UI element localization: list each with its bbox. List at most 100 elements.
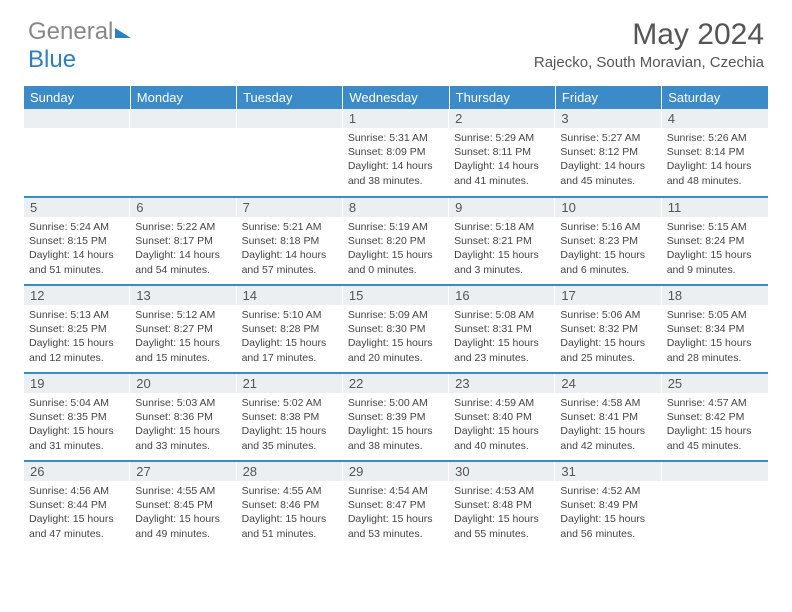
day-number: 27 xyxy=(130,462,236,481)
calendar-cell: 20Sunrise: 5:03 AMSunset: 8:36 PMDayligh… xyxy=(130,373,236,461)
day-number: 7 xyxy=(237,198,343,217)
logo-sail-icon xyxy=(115,28,131,38)
calendar-week: 26Sunrise: 4:56 AMSunset: 8:44 PMDayligh… xyxy=(24,461,768,549)
calendar-cell: 22Sunrise: 5:00 AMSunset: 8:39 PMDayligh… xyxy=(343,373,449,461)
logo-text-blue: Blue xyxy=(28,46,76,73)
day-data: Sunrise: 4:58 AMSunset: 8:41 PMDaylight:… xyxy=(555,393,661,457)
day-data: Sunrise: 4:52 AMSunset: 8:49 PMDaylight:… xyxy=(555,481,661,545)
day-data: Sunrise: 5:26 AMSunset: 8:14 PMDaylight:… xyxy=(662,128,768,192)
day-data: Sunrise: 5:27 AMSunset: 8:12 PMDaylight:… xyxy=(555,128,661,192)
day-number: 18 xyxy=(662,286,768,305)
calendar-week: 5Sunrise: 5:24 AMSunset: 8:15 PMDaylight… xyxy=(24,197,768,285)
calendar-cell: 10Sunrise: 5:16 AMSunset: 8:23 PMDayligh… xyxy=(555,197,661,285)
day-number xyxy=(130,109,236,128)
calendar-cell xyxy=(237,109,343,197)
calendar-cell: 6Sunrise: 5:22 AMSunset: 8:17 PMDaylight… xyxy=(130,197,236,285)
day-number: 30 xyxy=(449,462,555,481)
day-data: Sunrise: 5:04 AMSunset: 8:35 PMDaylight:… xyxy=(24,393,130,457)
day-number xyxy=(662,462,768,481)
calendar-cell: 12Sunrise: 5:13 AMSunset: 8:25 PMDayligh… xyxy=(24,285,130,373)
day-data: Sunrise: 5:12 AMSunset: 8:27 PMDaylight:… xyxy=(130,305,236,369)
day-header: Monday xyxy=(130,86,236,109)
location-text: Rajecko, South Moravian, Czechia xyxy=(534,54,764,71)
calendar-cell: 8Sunrise: 5:19 AMSunset: 8:20 PMDaylight… xyxy=(343,197,449,285)
month-title: May 2024 xyxy=(534,18,764,52)
day-number: 1 xyxy=(343,109,449,128)
day-number: 16 xyxy=(449,286,555,305)
day-data: Sunrise: 4:54 AMSunset: 8:47 PMDaylight:… xyxy=(343,481,449,545)
day-data xyxy=(130,128,236,135)
day-data: Sunrise: 5:16 AMSunset: 8:23 PMDaylight:… xyxy=(555,217,661,281)
day-data: Sunrise: 5:03 AMSunset: 8:36 PMDaylight:… xyxy=(130,393,236,457)
day-number: 21 xyxy=(237,374,343,393)
day-data: Sunrise: 5:05 AMSunset: 8:34 PMDaylight:… xyxy=(662,305,768,369)
day-number: 10 xyxy=(555,198,661,217)
day-header: Wednesday xyxy=(343,86,449,109)
calendar-cell: 24Sunrise: 4:58 AMSunset: 8:41 PMDayligh… xyxy=(555,373,661,461)
calendar-cell: 29Sunrise: 4:54 AMSunset: 8:47 PMDayligh… xyxy=(343,461,449,549)
day-data: Sunrise: 4:59 AMSunset: 8:40 PMDaylight:… xyxy=(449,393,555,457)
page-header: GeneralBlue May 2024 Rajecko, South Mora… xyxy=(0,0,792,80)
title-block: May 2024 Rajecko, South Moravian, Czechi… xyxy=(534,18,764,71)
day-number: 26 xyxy=(24,462,130,481)
day-header-row: SundayMondayTuesdayWednesdayThursdayFrid… xyxy=(24,86,768,109)
calendar-cell xyxy=(662,461,768,549)
day-number: 29 xyxy=(343,462,449,481)
calendar-cell: 9Sunrise: 5:18 AMSunset: 8:21 PMDaylight… xyxy=(449,197,555,285)
day-number: 13 xyxy=(130,286,236,305)
day-data xyxy=(662,481,768,488)
day-number: 22 xyxy=(343,374,449,393)
day-number: 9 xyxy=(449,198,555,217)
calendar-cell: 17Sunrise: 5:06 AMSunset: 8:32 PMDayligh… xyxy=(555,285,661,373)
day-data: Sunrise: 5:02 AMSunset: 8:38 PMDaylight:… xyxy=(237,393,343,457)
calendar-cell xyxy=(24,109,130,197)
calendar-cell: 23Sunrise: 4:59 AMSunset: 8:40 PMDayligh… xyxy=(449,373,555,461)
calendar-cell: 7Sunrise: 5:21 AMSunset: 8:18 PMDaylight… xyxy=(237,197,343,285)
calendar-cell: 16Sunrise: 5:08 AMSunset: 8:31 PMDayligh… xyxy=(449,285,555,373)
day-data: Sunrise: 4:53 AMSunset: 8:48 PMDaylight:… xyxy=(449,481,555,545)
day-header: Sunday xyxy=(24,86,130,109)
day-number: 4 xyxy=(662,109,768,128)
day-number: 14 xyxy=(237,286,343,305)
day-data: Sunrise: 5:29 AMSunset: 8:11 PMDaylight:… xyxy=(449,128,555,192)
day-number: 8 xyxy=(343,198,449,217)
calendar-cell: 18Sunrise: 5:05 AMSunset: 8:34 PMDayligh… xyxy=(662,285,768,373)
day-data: Sunrise: 4:56 AMSunset: 8:44 PMDaylight:… xyxy=(24,481,130,545)
day-number: 11 xyxy=(662,198,768,217)
calendar-cell: 13Sunrise: 5:12 AMSunset: 8:27 PMDayligh… xyxy=(130,285,236,373)
calendar-week: 19Sunrise: 5:04 AMSunset: 8:35 PMDayligh… xyxy=(24,373,768,461)
calendar-cell: 21Sunrise: 5:02 AMSunset: 8:38 PMDayligh… xyxy=(237,373,343,461)
calendar-cell: 1Sunrise: 5:31 AMSunset: 8:09 PMDaylight… xyxy=(343,109,449,197)
day-data: Sunrise: 4:55 AMSunset: 8:45 PMDaylight:… xyxy=(130,481,236,545)
day-number: 12 xyxy=(24,286,130,305)
calendar-cell: 30Sunrise: 4:53 AMSunset: 8:48 PMDayligh… xyxy=(449,461,555,549)
day-header: Friday xyxy=(555,86,661,109)
calendar-cell: 11Sunrise: 5:15 AMSunset: 8:24 PMDayligh… xyxy=(662,197,768,285)
calendar-cell: 4Sunrise: 5:26 AMSunset: 8:14 PMDaylight… xyxy=(662,109,768,197)
day-header: Thursday xyxy=(449,86,555,109)
day-header: Saturday xyxy=(662,86,768,109)
logo: GeneralBlue xyxy=(28,18,131,74)
calendar-head: SundayMondayTuesdayWednesdayThursdayFrid… xyxy=(24,86,768,109)
calendar-week: 1Sunrise: 5:31 AMSunset: 8:09 PMDaylight… xyxy=(24,109,768,197)
calendar-cell: 5Sunrise: 5:24 AMSunset: 8:15 PMDaylight… xyxy=(24,197,130,285)
logo-text-gray: General xyxy=(28,18,113,45)
day-number: 23 xyxy=(449,374,555,393)
day-number: 28 xyxy=(237,462,343,481)
day-data xyxy=(24,128,130,135)
day-number xyxy=(237,109,343,128)
day-data: Sunrise: 5:24 AMSunset: 8:15 PMDaylight:… xyxy=(24,217,130,281)
day-data: Sunrise: 5:00 AMSunset: 8:39 PMDaylight:… xyxy=(343,393,449,457)
calendar-cell: 27Sunrise: 4:55 AMSunset: 8:45 PMDayligh… xyxy=(130,461,236,549)
day-number: 24 xyxy=(555,374,661,393)
day-number: 6 xyxy=(130,198,236,217)
calendar-table: SundayMondayTuesdayWednesdayThursdayFrid… xyxy=(24,86,768,549)
day-data: Sunrise: 5:06 AMSunset: 8:32 PMDaylight:… xyxy=(555,305,661,369)
calendar-cell: 15Sunrise: 5:09 AMSunset: 8:30 PMDayligh… xyxy=(343,285,449,373)
day-number: 31 xyxy=(555,462,661,481)
day-number: 25 xyxy=(662,374,768,393)
calendar-body: 1Sunrise: 5:31 AMSunset: 8:09 PMDaylight… xyxy=(24,109,768,549)
day-data: Sunrise: 5:15 AMSunset: 8:24 PMDaylight:… xyxy=(662,217,768,281)
calendar-cell: 14Sunrise: 5:10 AMSunset: 8:28 PMDayligh… xyxy=(237,285,343,373)
day-data: Sunrise: 4:57 AMSunset: 8:42 PMDaylight:… xyxy=(662,393,768,457)
